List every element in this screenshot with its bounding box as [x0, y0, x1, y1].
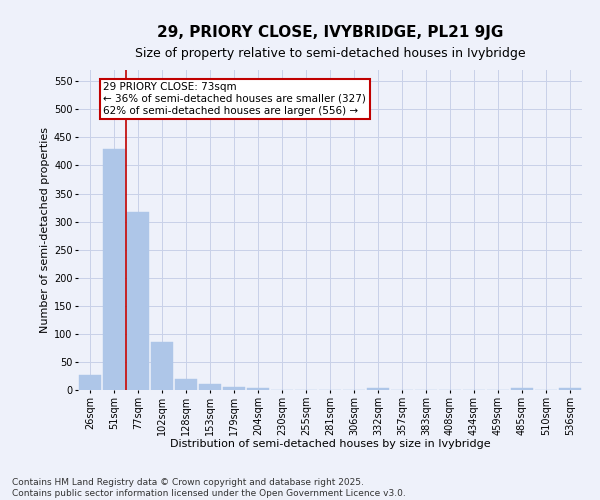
Bar — [367, 388, 389, 390]
Bar — [199, 384, 221, 390]
Text: 29, PRIORY CLOSE, IVYBRIDGE, PL21 9JG: 29, PRIORY CLOSE, IVYBRIDGE, PL21 9JG — [157, 25, 503, 40]
Bar — [175, 379, 197, 390]
Y-axis label: Number of semi-detached properties: Number of semi-detached properties — [40, 127, 50, 333]
Bar — [247, 388, 269, 390]
Bar — [79, 375, 101, 390]
Text: Contains HM Land Registry data © Crown copyright and database right 2025.
Contai: Contains HM Land Registry data © Crown c… — [12, 478, 406, 498]
X-axis label: Distribution of semi-detached houses by size in Ivybridge: Distribution of semi-detached houses by … — [170, 439, 490, 449]
Text: 29 PRIORY CLOSE: 73sqm
← 36% of semi-detached houses are smaller (327)
62% of se: 29 PRIORY CLOSE: 73sqm ← 36% of semi-det… — [103, 82, 366, 116]
Bar — [103, 148, 125, 390]
Bar — [511, 388, 533, 390]
Text: Size of property relative to semi-detached houses in Ivybridge: Size of property relative to semi-detach… — [134, 48, 526, 60]
Bar — [127, 212, 149, 390]
Bar — [223, 387, 245, 390]
Bar — [151, 342, 173, 390]
Bar — [559, 388, 581, 390]
